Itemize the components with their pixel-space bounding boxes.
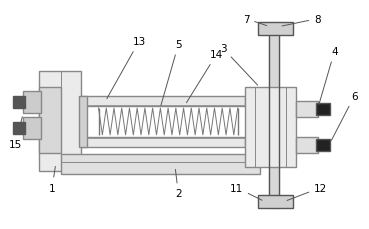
Bar bbox=[23, 92, 41, 114]
Text: 3: 3 bbox=[220, 44, 258, 86]
Text: 15: 15 bbox=[9, 117, 22, 149]
Bar bbox=[316, 104, 330, 115]
Bar bbox=[258, 22, 293, 36]
Bar bbox=[39, 88, 61, 153]
Text: 13: 13 bbox=[107, 37, 145, 99]
Bar bbox=[81, 97, 245, 106]
Bar bbox=[316, 139, 330, 151]
Text: 7: 7 bbox=[243, 14, 267, 27]
Text: 14: 14 bbox=[186, 50, 223, 103]
Bar bbox=[61, 154, 259, 174]
Text: 2: 2 bbox=[175, 170, 182, 199]
Bar bbox=[296, 137, 318, 153]
Bar bbox=[296, 102, 318, 117]
Text: 11: 11 bbox=[230, 183, 262, 200]
Bar bbox=[245, 88, 296, 167]
Bar bbox=[23, 117, 41, 139]
Text: 4: 4 bbox=[319, 47, 338, 105]
Text: 12: 12 bbox=[287, 183, 327, 201]
Bar bbox=[13, 123, 25, 134]
Bar bbox=[13, 97, 25, 109]
Bar bbox=[258, 195, 293, 209]
Text: 1: 1 bbox=[49, 167, 55, 193]
Text: 5: 5 bbox=[161, 40, 182, 106]
Text: 6: 6 bbox=[331, 92, 358, 141]
Bar bbox=[81, 137, 245, 147]
Bar bbox=[79, 97, 87, 147]
Text: 8: 8 bbox=[282, 14, 321, 27]
Bar bbox=[39, 72, 81, 171]
